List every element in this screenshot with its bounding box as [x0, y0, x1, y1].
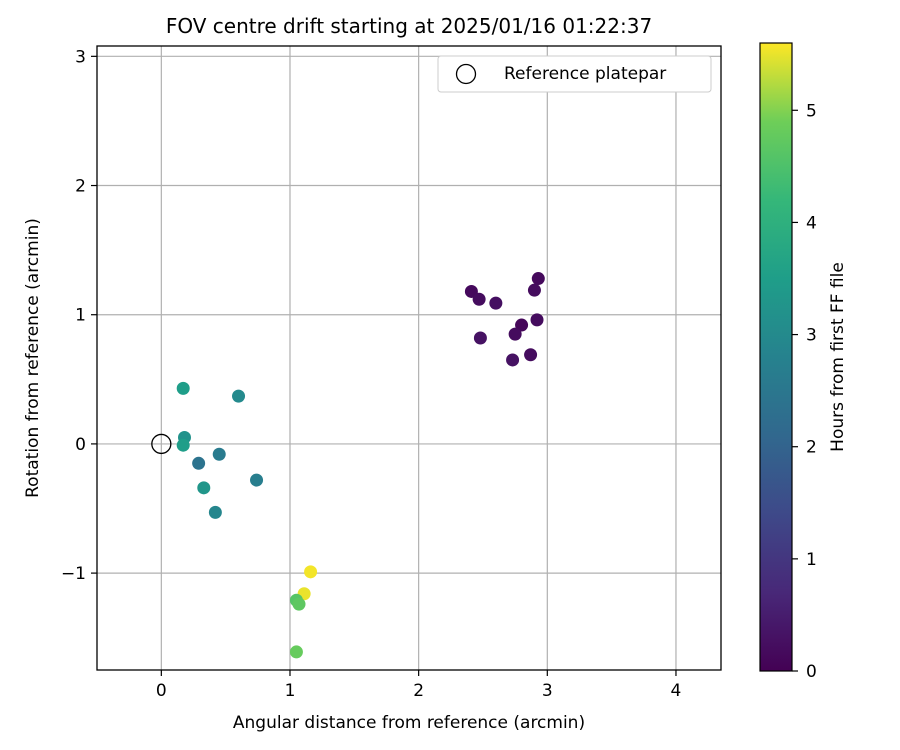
legend: Reference platepar — [437, 55, 712, 93]
data-point — [515, 318, 529, 332]
colorbar-label: Hours from first FF file — [828, 262, 848, 452]
colorbar-tick-label: 3 — [806, 326, 817, 346]
data-point — [527, 283, 541, 297]
data-point — [212, 447, 226, 461]
data-point — [197, 481, 211, 495]
data-point — [232, 389, 246, 403]
y-tick-label: 2 — [75, 177, 86, 197]
y-tick-label: 0 — [75, 435, 86, 455]
x-tick-label: 4 — [671, 681, 682, 701]
data-point — [473, 331, 487, 345]
reference-platepar-marker — [151, 433, 172, 455]
y-axis-ticks: −1 0 1 2 3 — [61, 47, 97, 584]
legend-label-reference: Reference platepar — [504, 64, 666, 84]
x-tick-label: 2 — [413, 681, 424, 701]
x-tick-label: 3 — [542, 681, 553, 701]
data-point — [531, 272, 545, 286]
data-point — [508, 327, 522, 341]
legend-marker-reference — [455, 63, 477, 85]
colorbar-tick-label: 2 — [806, 438, 817, 458]
reference-point-layer — [151, 433, 172, 455]
data-point — [176, 381, 190, 395]
data-point — [176, 438, 190, 452]
colorbar-tick-label: 5 — [806, 101, 817, 121]
grid — [97, 46, 721, 670]
colorbar — [759, 42, 793, 672]
data-point — [530, 313, 544, 327]
x-tick-label: 1 — [285, 681, 296, 701]
y-axis-label: Rotation from reference (arcmin) — [23, 218, 43, 498]
y-tick-label: 3 — [75, 47, 86, 67]
data-point — [524, 348, 538, 362]
data-point — [292, 597, 306, 611]
chart-title: FOV centre drift starting at 2025/01/16 … — [166, 14, 652, 38]
colorbar-tick-label: 1 — [806, 550, 817, 570]
data-point — [506, 353, 520, 367]
plot-frame — [96, 45, 722, 671]
x-tick-label: 0 — [156, 681, 167, 701]
y-tick-label: −1 — [61, 564, 86, 584]
data-point — [472, 292, 486, 306]
colorbar-tick-label: 0 — [806, 662, 817, 682]
y-tick-label: 1 — [75, 306, 86, 326]
data-point — [192, 456, 206, 470]
data-point — [208, 505, 222, 519]
data-points — [176, 272, 545, 659]
legend-box — [437, 55, 712, 93]
colorbar-tick-label: 4 — [806, 213, 817, 233]
data-point — [289, 645, 303, 659]
data-point — [250, 473, 264, 487]
x-axis-ticks: 0 1 2 3 4 — [156, 670, 681, 701]
data-point — [489, 296, 503, 310]
data-point — [304, 565, 318, 579]
x-axis-label: Angular distance from reference (arcmin) — [233, 713, 585, 733]
colorbar-ticks: 0 1 2 3 4 5 — [792, 101, 817, 682]
